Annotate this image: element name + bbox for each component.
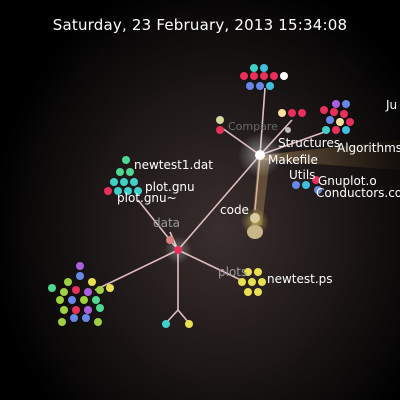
plots-cluster[interactable] — [238, 268, 266, 296]
label-utils: Utils — [289, 168, 315, 182]
algorithms-cluster[interactable] — [320, 100, 354, 134]
top-file-cluster[interactable] — [240, 64, 288, 90]
data-dir-node[interactable] — [166, 236, 174, 244]
left-file-cluster[interactable] — [48, 262, 114, 326]
label-plot-gnu: plot.gnu — [145, 180, 195, 194]
label-ju: Ju — [385, 98, 397, 112]
branches — [94, 87, 331, 324]
code-hub-node[interactable] — [255, 150, 265, 160]
label-conductors: Conductors.co — [316, 186, 400, 200]
activity-beam — [262, 140, 400, 170]
label-code-dir: code — [220, 203, 249, 217]
label-newtest1-dat: newtest1.dat — [134, 158, 213, 172]
label-algorithms: Algorithms — [337, 141, 400, 155]
label-gnuplot-o: Gnuplot.o — [318, 174, 377, 188]
data-hub-node[interactable] — [174, 246, 182, 254]
conductors-cluster[interactable] — [292, 176, 322, 194]
label-data-dir: data — [153, 216, 180, 230]
newtest-cluster[interactable] — [104, 156, 142, 195]
label-plots-dir: plots — [218, 265, 247, 279]
user-avatar[interactable] — [241, 208, 269, 239]
label-makefile: Makefile — [268, 153, 318, 167]
timestamp: Saturday, 23 February, 2013 15:34:08 — [52, 16, 348, 34]
compare-cluster[interactable] — [216, 116, 224, 134]
structures-cluster[interactable] — [278, 109, 306, 133]
bottom-file-pair[interactable] — [162, 320, 193, 328]
label-plot-gnu-backup: plot.gnu~ — [117, 191, 177, 205]
label-structures: Structures — [278, 136, 340, 150]
branch-data-to-left-cluster — [94, 249, 179, 291]
label-compare: Compare — [228, 120, 278, 133]
label-newtest-ps: newtest.ps — [267, 272, 333, 286]
